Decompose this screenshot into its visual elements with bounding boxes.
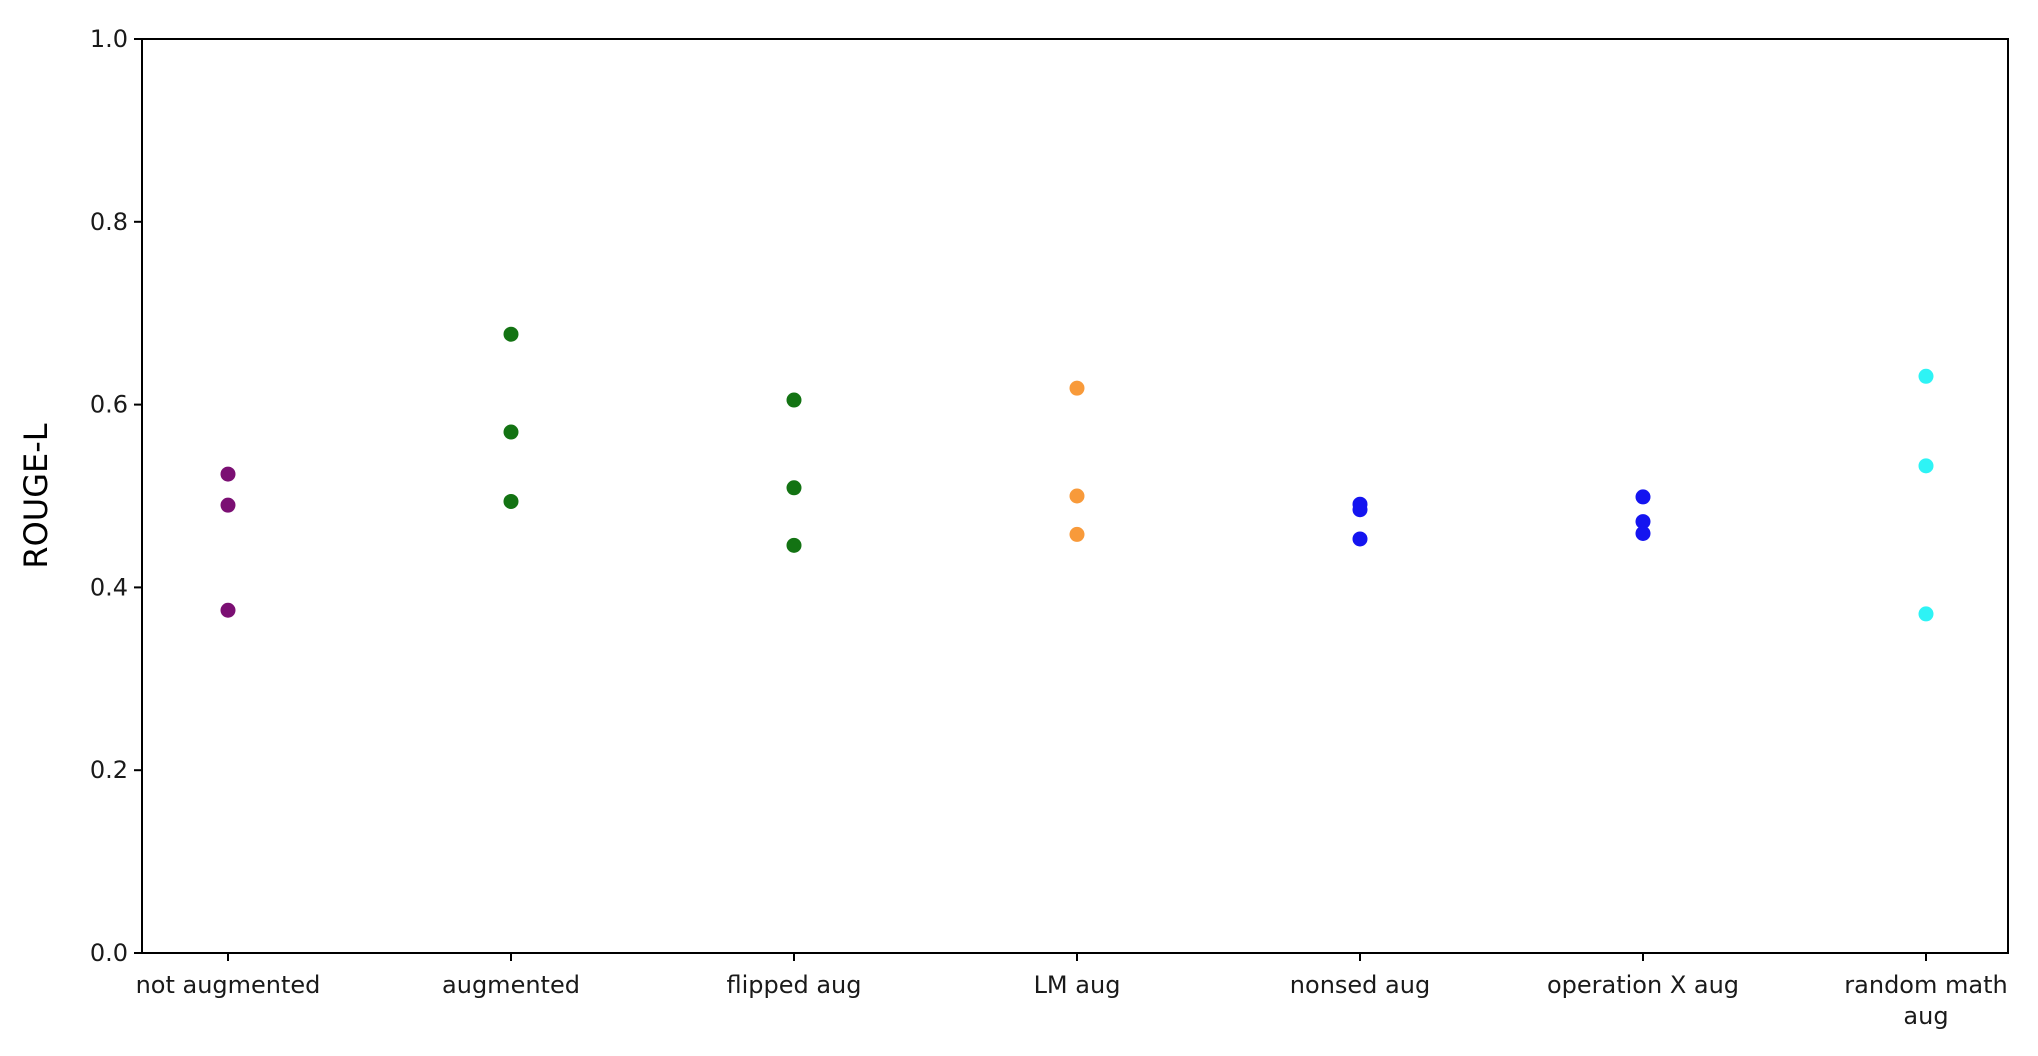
x-tick-label: nonsed aug <box>1290 971 1430 999</box>
data-point <box>786 392 802 408</box>
data-point <box>1918 458 1934 474</box>
x-tick-label: not augmented <box>136 971 321 999</box>
y-tick-label: 0.6 <box>90 391 128 419</box>
data-point <box>786 537 802 553</box>
x-tick-label: augmented <box>442 971 580 999</box>
y-tick-label: 0.0 <box>90 939 128 967</box>
data-point <box>1635 525 1651 541</box>
data-point <box>503 493 519 509</box>
data-point <box>786 480 802 496</box>
x-tick-label: LM aug <box>1034 971 1121 999</box>
data-point <box>1918 606 1934 622</box>
data-point <box>1918 368 1934 384</box>
data-point <box>503 326 519 342</box>
y-tick-label: 1.0 <box>90 25 128 53</box>
y-axis-label: ROUGE-L <box>17 423 55 568</box>
data-point <box>1635 489 1651 505</box>
data-points <box>220 326 1934 622</box>
data-point <box>1635 514 1651 530</box>
data-point <box>1069 488 1085 504</box>
y-tick-label: 0.2 <box>90 756 128 784</box>
data-point <box>220 466 236 482</box>
data-point <box>1352 531 1368 547</box>
data-point <box>1069 526 1085 542</box>
y-axis: 0.0 0.2 0.4 0.6 0.8 1.0 <box>90 25 142 967</box>
y-tick-label: 0.4 <box>90 573 128 601</box>
data-point <box>220 497 236 513</box>
data-point <box>503 424 519 440</box>
data-point <box>1069 380 1085 396</box>
x-tick-label: aug <box>1903 1002 1948 1030</box>
x-tick-label: operation X aug <box>1547 971 1739 999</box>
data-point <box>220 602 236 618</box>
y-tick-label: 0.8 <box>90 208 128 236</box>
x-tick-label: flipped aug <box>726 971 861 999</box>
x-tick-label: random math <box>1844 971 2007 999</box>
x-axis: not augmented augmented flipped aug LM aug n… <box>136 953 2008 1030</box>
data-point <box>1352 502 1368 518</box>
plot-frame <box>141 38 2009 954</box>
